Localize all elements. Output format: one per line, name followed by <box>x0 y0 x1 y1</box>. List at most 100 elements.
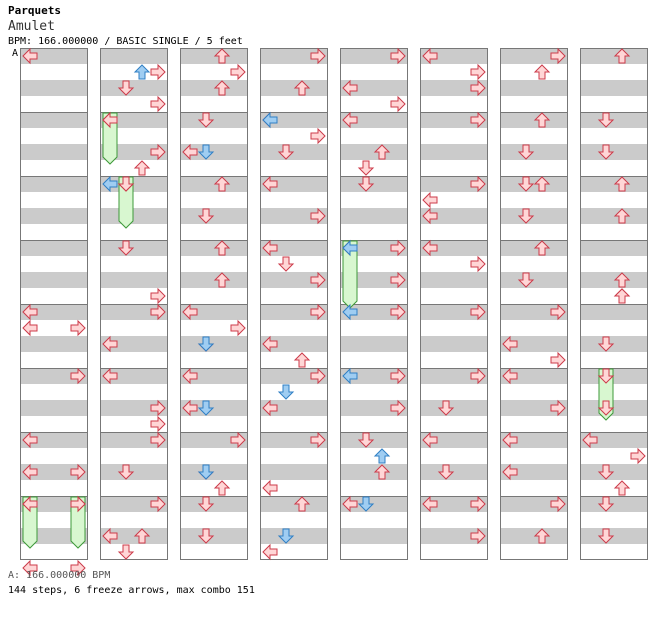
beat-band <box>260 528 328 544</box>
step-arrow-quarter <box>150 143 166 161</box>
freeze-arrow <box>342 240 358 309</box>
beat-band <box>580 48 648 64</box>
step-arrow-quarter <box>422 47 438 65</box>
beat-band <box>180 272 248 288</box>
beat-band <box>260 496 328 512</box>
step-arrow-quarter <box>150 431 166 449</box>
beat-band <box>580 496 648 512</box>
step-arrow-quarter <box>213 80 231 96</box>
beat-band <box>580 336 648 352</box>
beat-band <box>180 336 248 352</box>
chart-info: BPM: 166.000000 / BASIC SINGLE / 5 feet <box>8 36 243 47</box>
beat-band <box>500 48 568 64</box>
beat-band <box>420 48 488 64</box>
beat-band <box>340 368 408 384</box>
step-arrow-quarter <box>470 79 486 97</box>
step-arrow-quarter <box>342 495 358 513</box>
bpm-marker-label: A <box>12 48 19 59</box>
beat-band <box>100 432 168 448</box>
beat-band <box>20 80 88 96</box>
column-border <box>100 48 168 560</box>
step-arrow-quarter <box>70 463 86 481</box>
step-arrow-quarter <box>550 399 566 417</box>
step-arrow-quarter <box>293 352 311 368</box>
step-arrow-quarter <box>150 63 166 81</box>
beat-band <box>500 528 568 544</box>
beat-band <box>500 208 568 224</box>
step-arrow-quarter <box>70 319 86 337</box>
beat-band <box>580 528 648 544</box>
beat-band <box>20 336 88 352</box>
beat-band <box>420 368 488 384</box>
beat-band <box>340 208 408 224</box>
beat-band <box>180 432 248 448</box>
beat-band <box>500 304 568 320</box>
artist-name: Parquets <box>8 4 61 17</box>
step-arrow-quarter <box>613 288 631 304</box>
beat-band <box>180 80 248 96</box>
step-arrow-eighth <box>262 111 278 129</box>
step-arrow-quarter <box>262 175 278 193</box>
beat-band <box>180 304 248 320</box>
step-arrow-quarter <box>582 431 598 449</box>
step-arrow-quarter <box>470 367 486 385</box>
beat-band <box>180 208 248 224</box>
step-arrow-quarter <box>213 176 231 192</box>
step-arrow-quarter <box>197 528 215 544</box>
step-arrow-quarter <box>517 176 535 192</box>
beat-band <box>100 208 168 224</box>
step-arrow-quarter <box>70 495 86 513</box>
bpm-legend: A: 166.000000 BPM <box>8 570 111 581</box>
step-arrow-quarter <box>422 239 438 257</box>
beat-band <box>20 400 88 416</box>
beat-band <box>580 400 648 416</box>
step-arrow-quarter <box>630 447 646 465</box>
beat-band <box>340 144 408 160</box>
step-arrow-quarter <box>213 48 231 64</box>
beat-band <box>580 272 648 288</box>
step-arrow-eighth <box>342 367 358 385</box>
step-arrow-quarter <box>213 480 231 496</box>
step-arrow-eighth <box>197 144 215 160</box>
step-arrow-quarter <box>182 143 198 161</box>
beat-band <box>100 80 168 96</box>
step-arrow-quarter <box>310 271 326 289</box>
step-arrow-quarter <box>70 559 86 577</box>
step-arrow-quarter <box>117 464 135 480</box>
step-arrow-quarter <box>262 479 278 497</box>
beat-band <box>420 240 488 256</box>
beat-band <box>100 400 168 416</box>
beat-band <box>260 144 328 160</box>
step-arrow-quarter <box>310 431 326 449</box>
step-arrow-quarter <box>117 544 135 560</box>
step-arrow-quarter <box>310 207 326 225</box>
beat-band <box>100 368 168 384</box>
beat-band <box>20 368 88 384</box>
step-arrow-quarter <box>117 80 135 96</box>
step-arrow-quarter <box>197 208 215 224</box>
freeze-arrow <box>102 112 118 165</box>
step-arrow-quarter <box>70 367 86 385</box>
beat-band <box>20 48 88 64</box>
beat-band <box>580 240 648 256</box>
step-arrow-quarter <box>342 111 358 129</box>
beat-band <box>500 144 568 160</box>
beat-band <box>340 80 408 96</box>
beat-band <box>260 272 328 288</box>
beat-band <box>260 48 328 64</box>
step-arrow-quarter <box>517 208 535 224</box>
beat-band <box>100 496 168 512</box>
step-arrow-quarter <box>22 319 38 337</box>
step-arrow-quarter <box>613 272 631 288</box>
beat-band <box>580 144 648 160</box>
freeze-arrow <box>70 496 86 549</box>
beat-band <box>20 176 88 192</box>
beat-band <box>420 144 488 160</box>
chart-column <box>580 48 648 560</box>
step-arrow-eighth <box>342 303 358 321</box>
step-arrow-quarter <box>150 287 166 305</box>
column-border <box>500 48 568 560</box>
beat-band <box>260 304 328 320</box>
beat-band <box>100 304 168 320</box>
